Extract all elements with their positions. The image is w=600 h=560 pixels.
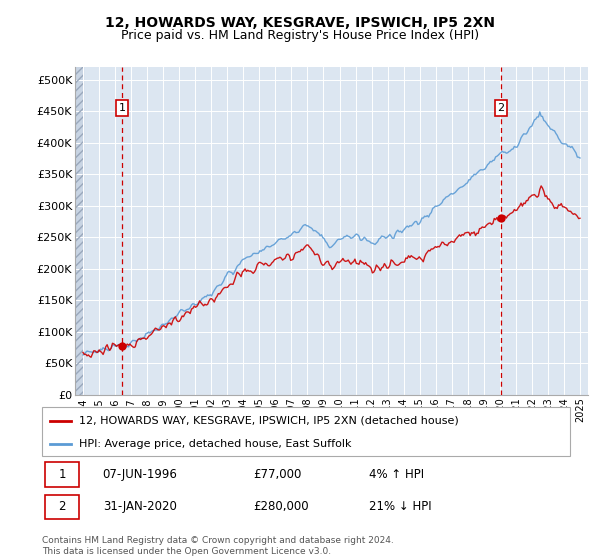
Text: 21% ↓ HPI: 21% ↓ HPI <box>370 500 432 514</box>
Text: HPI: Average price, detached house, East Suffolk: HPI: Average price, detached house, East… <box>79 439 352 449</box>
Text: 2: 2 <box>58 500 66 514</box>
Text: 1: 1 <box>58 468 66 481</box>
Bar <box>75 67 83 395</box>
Text: Price paid vs. HM Land Registry's House Price Index (HPI): Price paid vs. HM Land Registry's House … <box>121 29 479 42</box>
Text: £77,000: £77,000 <box>253 468 302 481</box>
Bar <box>75 67 83 395</box>
Text: 2: 2 <box>497 103 505 113</box>
Text: 12, HOWARDS WAY, KESGRAVE, IPSWICH, IP5 2XN: 12, HOWARDS WAY, KESGRAVE, IPSWICH, IP5 … <box>105 16 495 30</box>
Text: 1: 1 <box>119 103 125 113</box>
Text: 12, HOWARDS WAY, KESGRAVE, IPSWICH, IP5 2XN (detached house): 12, HOWARDS WAY, KESGRAVE, IPSWICH, IP5 … <box>79 416 459 426</box>
Text: 07-JUN-1996: 07-JUN-1996 <box>103 468 178 481</box>
Text: Contains HM Land Registry data © Crown copyright and database right 2024.
This d: Contains HM Land Registry data © Crown c… <box>42 536 394 556</box>
FancyBboxPatch shape <box>42 407 570 456</box>
FancyBboxPatch shape <box>44 494 79 519</box>
FancyBboxPatch shape <box>44 463 79 487</box>
Text: 4% ↑ HPI: 4% ↑ HPI <box>370 468 424 481</box>
Text: £280,000: £280,000 <box>253 500 309 514</box>
Text: 31-JAN-2020: 31-JAN-2020 <box>103 500 176 514</box>
